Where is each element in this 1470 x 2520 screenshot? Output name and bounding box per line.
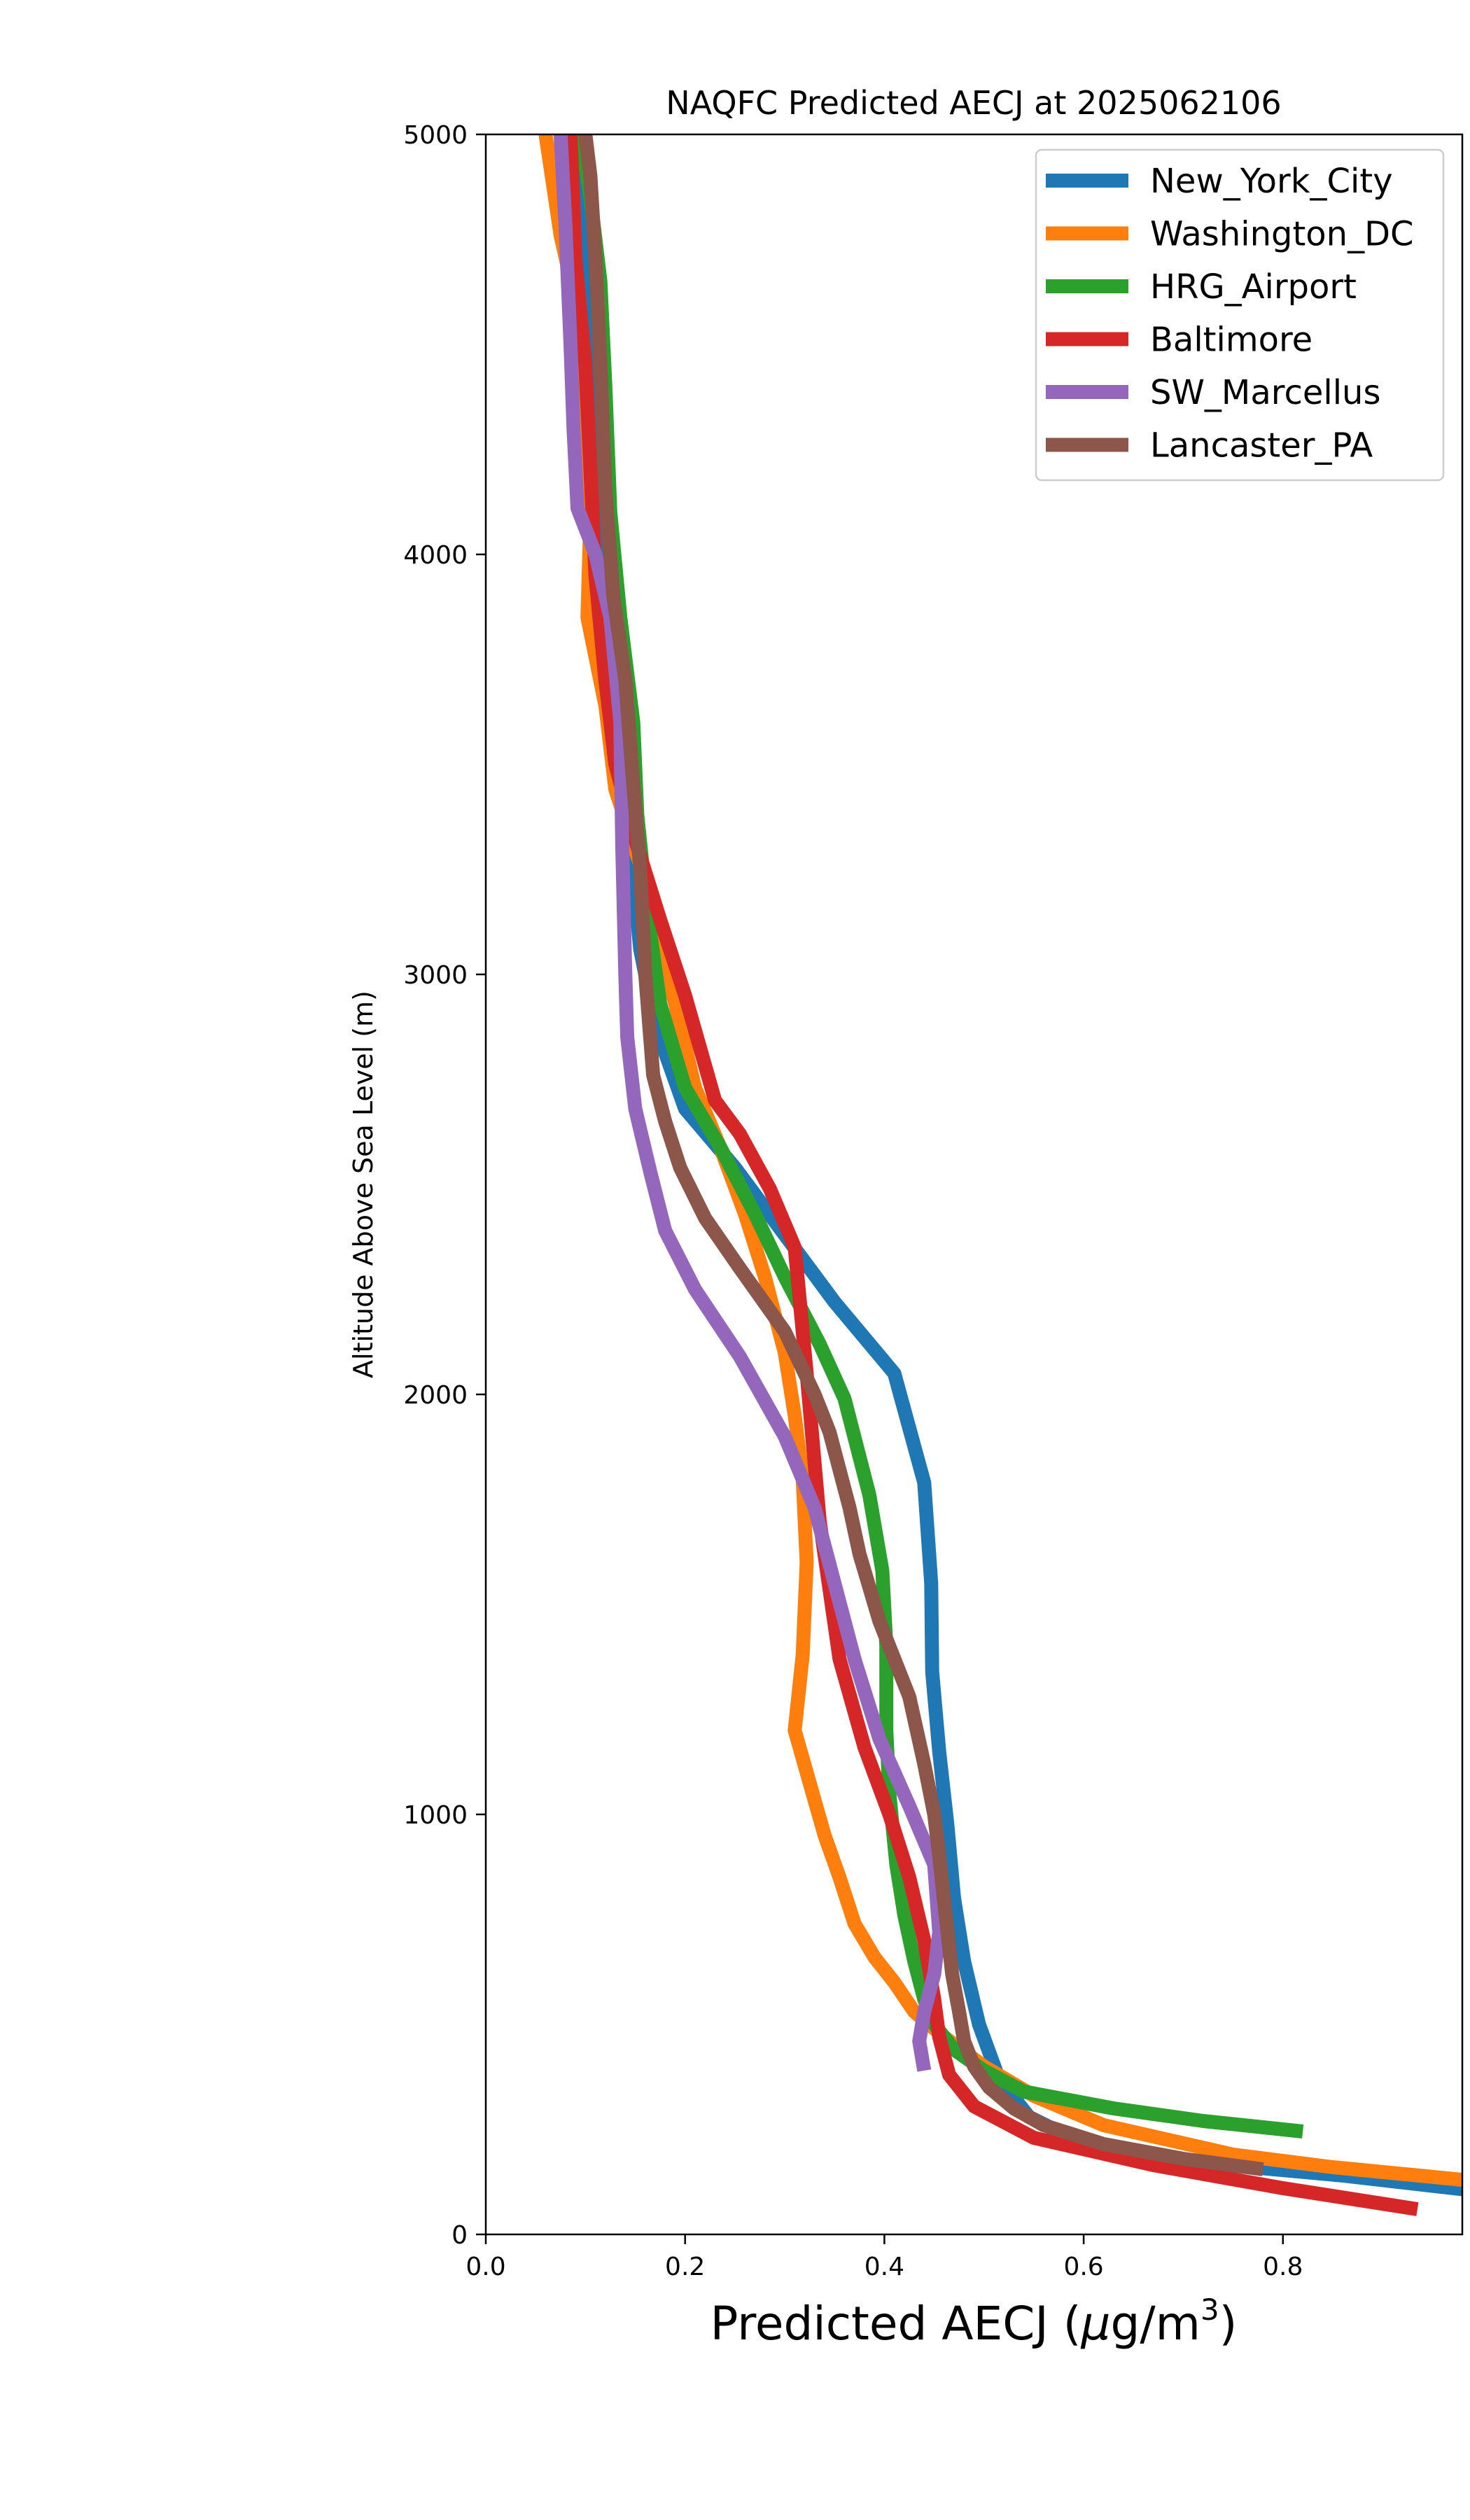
legend-label-lancaster-pa: Lancaster_PA (1150, 426, 1373, 465)
x-tick-label: 0.0 (465, 2253, 505, 2281)
x-axis-label: Predicted AECJ (μg/m3) (710, 2292, 1238, 2351)
x-tick-label: 0.2 (665, 2253, 705, 2281)
y-tick-label: 3000 (403, 961, 468, 990)
y-tick-label: 4000 (403, 541, 468, 570)
series-layer (538, 134, 1462, 2216)
legend-label-new-york-city: New_York_City (1150, 162, 1393, 201)
x-tick-label: 0.8 (1263, 2253, 1303, 2281)
x-axis-label-superscript: 3 (1200, 2292, 1219, 2327)
series-line-lancaster-pa (578, 134, 1264, 2176)
y-tick-label: 2000 (403, 1381, 468, 1410)
legend: New_York_City Washington_DC HRG_Airport Bal… (1035, 148, 1445, 482)
y-tick-label: 5000 (403, 121, 468, 150)
legend-label-washington-dc: Washington_DC (1150, 215, 1414, 254)
x-tick-label: 0.4 (864, 2253, 904, 2281)
x-tick-label: 0.6 (1063, 2253, 1103, 2281)
chart-title: NAQFC Predicted AECJ at 2025062106 (666, 84, 1281, 122)
x-axis-label-suffix: ) (1219, 2297, 1238, 2351)
y-axis: 0 1000 2000 3000 4000 5000 (403, 121, 486, 2250)
y-axis-label: Altitude Above Sea Level (m) (348, 990, 379, 1378)
legend-label-sw-marcellus: SW_Marcellus (1150, 373, 1380, 412)
x-axis-label-mu: μ (1081, 2297, 1111, 2351)
legend-label-baltimore: Baltimore (1150, 321, 1312, 360)
x-axis-label-unit: g/m (1111, 2297, 1200, 2351)
axes-frame (484, 133, 1464, 2236)
x-axis: 0.0 0.2 0.4 0.6 0.8 (465, 2234, 1303, 2281)
y-tick-label: 1000 (403, 1801, 468, 1830)
x-axis-label-prefix: Predicted AECJ ( (710, 2297, 1082, 2351)
y-tick-label: 0 (451, 2221, 468, 2250)
legend-frame (1035, 148, 1445, 482)
series-line-sw-marcellus (553, 134, 946, 2072)
legend-label-hrg-airport: HRG_Airport (1150, 267, 1357, 307)
